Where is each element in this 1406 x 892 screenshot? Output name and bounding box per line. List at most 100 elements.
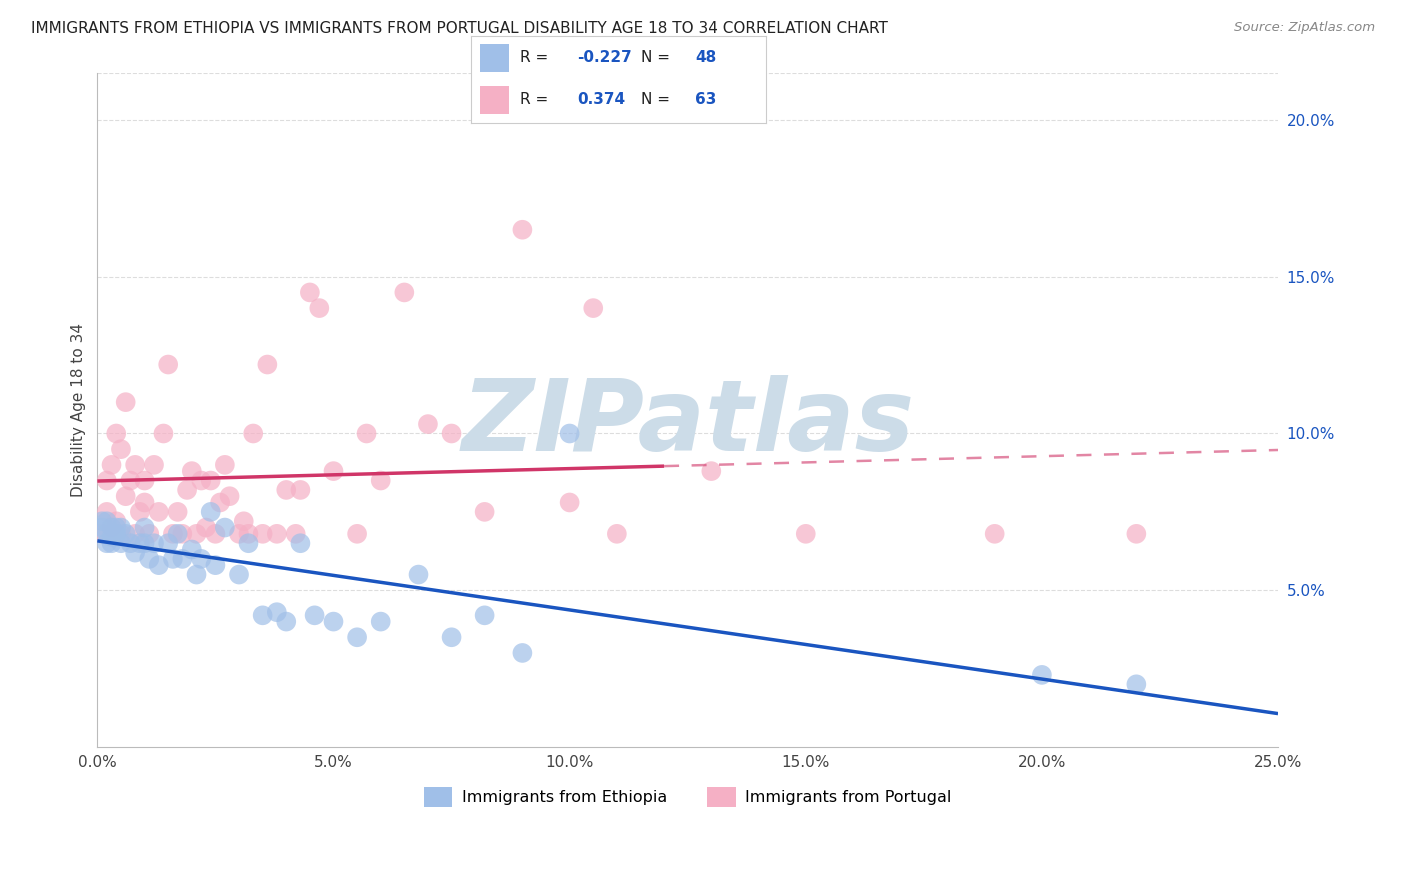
Point — [304, 608, 326, 623]
Point — [370, 615, 392, 629]
Point — [298, 285, 321, 300]
Point — [91, 514, 114, 528]
Text: 48: 48 — [696, 51, 717, 65]
Point — [440, 426, 463, 441]
Point — [143, 536, 166, 550]
Point — [558, 495, 581, 509]
Point — [276, 615, 298, 629]
Point — [110, 526, 132, 541]
Point — [252, 608, 274, 623]
Point — [96, 474, 118, 488]
Point — [190, 552, 212, 566]
Point — [143, 458, 166, 472]
Point — [1031, 668, 1053, 682]
Point — [186, 526, 208, 541]
Point — [474, 505, 496, 519]
Legend: Immigrants from Ethiopia, Immigrants from Portugal: Immigrants from Ethiopia, Immigrants fro… — [418, 780, 959, 814]
Point — [186, 567, 208, 582]
Point — [228, 526, 250, 541]
Point — [558, 426, 581, 441]
Point — [346, 526, 368, 541]
Point — [232, 514, 254, 528]
Point — [266, 605, 288, 619]
Point — [266, 526, 288, 541]
Point — [114, 526, 136, 541]
Point — [1125, 677, 1147, 691]
Point — [172, 552, 194, 566]
Point — [96, 505, 118, 519]
Point — [96, 536, 118, 550]
Point — [138, 552, 160, 566]
Point — [128, 505, 150, 519]
Text: N =: N = — [641, 93, 675, 107]
Point — [180, 542, 202, 557]
Y-axis label: Disability Age 18 to 34: Disability Age 18 to 34 — [72, 323, 86, 497]
Point — [512, 646, 534, 660]
Point — [794, 526, 817, 541]
Point — [394, 285, 416, 300]
Point — [172, 526, 194, 541]
Text: 0.374: 0.374 — [578, 93, 626, 107]
Point — [190, 474, 212, 488]
Point — [209, 495, 232, 509]
Point — [700, 464, 723, 478]
Point — [416, 417, 439, 431]
Point — [238, 536, 260, 550]
Point — [105, 526, 128, 541]
Point — [110, 442, 132, 457]
Point — [134, 495, 156, 509]
Text: R =: R = — [520, 51, 553, 65]
Point — [100, 530, 122, 544]
Text: -0.227: -0.227 — [578, 51, 633, 65]
Point — [606, 526, 628, 541]
Point — [276, 483, 298, 497]
Point — [214, 458, 236, 472]
Point — [110, 520, 132, 534]
Point — [138, 526, 160, 541]
Point — [256, 358, 278, 372]
Point — [162, 552, 184, 566]
Point — [200, 505, 222, 519]
Point — [100, 458, 122, 472]
Point — [148, 505, 170, 519]
Point — [105, 514, 128, 528]
Point — [157, 536, 180, 550]
Point — [120, 536, 142, 550]
Point — [100, 520, 122, 534]
Point — [204, 526, 226, 541]
Point — [284, 526, 307, 541]
Point — [124, 458, 146, 472]
Point — [238, 526, 260, 541]
Point — [322, 464, 344, 478]
Point — [114, 395, 136, 409]
Point — [322, 615, 344, 629]
Point — [100, 536, 122, 550]
Point — [124, 526, 146, 541]
Point — [110, 536, 132, 550]
Point — [152, 426, 174, 441]
Point — [91, 520, 114, 534]
Point — [228, 567, 250, 582]
Point — [474, 608, 496, 623]
Point — [242, 426, 264, 441]
Point — [194, 520, 217, 534]
Point — [512, 223, 534, 237]
Point — [408, 567, 430, 582]
Point — [91, 526, 114, 541]
Point — [370, 474, 392, 488]
Point — [166, 526, 188, 541]
Text: IMMIGRANTS FROM ETHIOPIA VS IMMIGRANTS FROM PORTUGAL DISABILITY AGE 18 TO 34 COR: IMMIGRANTS FROM ETHIOPIA VS IMMIGRANTS F… — [31, 21, 887, 36]
Text: Source: ZipAtlas.com: Source: ZipAtlas.com — [1234, 21, 1375, 34]
Point — [128, 536, 150, 550]
Point — [148, 558, 170, 573]
Point — [96, 526, 118, 541]
Point — [180, 464, 202, 478]
Point — [100, 520, 122, 534]
Point — [124, 546, 146, 560]
Text: R =: R = — [520, 93, 553, 107]
Text: N =: N = — [641, 51, 675, 65]
Point — [96, 514, 118, 528]
Point — [204, 558, 226, 573]
Point — [582, 301, 605, 315]
Point — [105, 520, 128, 534]
